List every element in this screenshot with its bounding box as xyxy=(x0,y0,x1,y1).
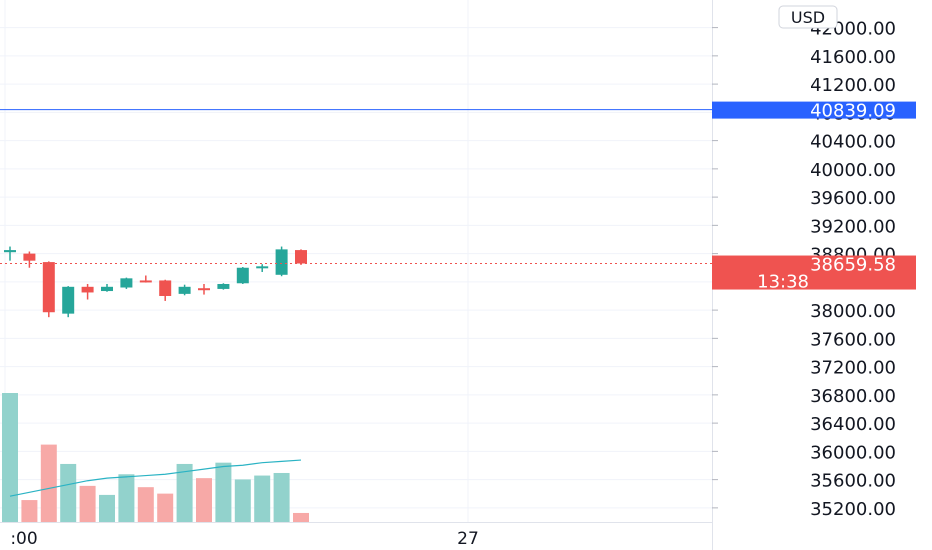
time-axis-label: :00 xyxy=(10,529,37,549)
price-tick-label: 35200.00 xyxy=(810,499,896,520)
volume-bar xyxy=(215,462,232,522)
time-axis-label: 27 xyxy=(457,529,479,549)
candle-body xyxy=(42,262,55,313)
time-axis[interactable]: :00 27 xyxy=(0,522,712,550)
candle-body xyxy=(198,288,210,291)
chart-overlays xyxy=(0,109,712,265)
volume-bar xyxy=(293,512,309,522)
currency-button-label: USD xyxy=(791,8,825,27)
candle-body xyxy=(101,286,113,292)
price-tick-label: 41200.00 xyxy=(810,75,896,96)
price-tick-label: 38000.00 xyxy=(810,301,896,322)
volume-bar xyxy=(79,485,96,522)
candlestick-series xyxy=(4,246,307,318)
price-tick-label: 39200.00 xyxy=(810,216,896,237)
volume-bar xyxy=(118,474,135,522)
candle-body xyxy=(217,283,230,289)
last-price-tag xyxy=(712,255,916,290)
price-tick-label: 36800.00 xyxy=(810,386,896,407)
volume-bar xyxy=(60,463,77,522)
currency-button[interactable]: USD xyxy=(778,5,838,29)
price-tick-label: 37200.00 xyxy=(810,358,896,379)
candle-body xyxy=(256,266,269,269)
candle-body xyxy=(120,278,133,288)
volume-bar xyxy=(2,393,18,522)
volume-bar xyxy=(137,487,154,522)
candle-body xyxy=(275,249,288,275)
volume-ma-line xyxy=(9,459,302,497)
price-tick-label: 36400.00 xyxy=(810,414,896,435)
volume-bar xyxy=(157,493,174,522)
volume-bar xyxy=(196,478,212,522)
candle-body xyxy=(62,286,75,314)
countdown-label: 13:38 xyxy=(757,272,809,293)
price-tick-label: 37600.00 xyxy=(810,329,896,350)
volume-bars xyxy=(2,393,309,522)
volume-bar xyxy=(176,463,193,522)
volume-bar xyxy=(273,472,290,522)
price-tick-label: 41600.00 xyxy=(810,47,896,68)
price-tick-label: 39600.00 xyxy=(810,188,896,209)
candle-body xyxy=(178,286,191,294)
candle-body xyxy=(159,280,172,296)
candle-body xyxy=(139,280,152,283)
volume-bar xyxy=(234,479,251,522)
price-tick-label: 36000.00 xyxy=(810,442,896,463)
candle-body xyxy=(4,250,16,253)
chart-grid xyxy=(0,0,712,522)
last-price-tag-label: 38659.58 xyxy=(810,255,896,276)
volume-bar xyxy=(254,475,271,522)
horizontal-line-tag xyxy=(712,101,916,119)
candle-body xyxy=(295,250,307,264)
price-tick-label: 35600.00 xyxy=(810,471,896,492)
horizontal-line-tag-label: 40839.09 xyxy=(810,101,896,122)
price-tick-label: 40000.00 xyxy=(810,160,896,181)
volume-bar xyxy=(21,500,38,522)
volume-bar xyxy=(99,494,115,522)
candle-body xyxy=(236,267,249,284)
candle-body xyxy=(23,253,36,261)
price-tick-label: 40400.00 xyxy=(810,132,896,153)
candle-body xyxy=(81,286,94,293)
volume-bar xyxy=(40,444,57,522)
